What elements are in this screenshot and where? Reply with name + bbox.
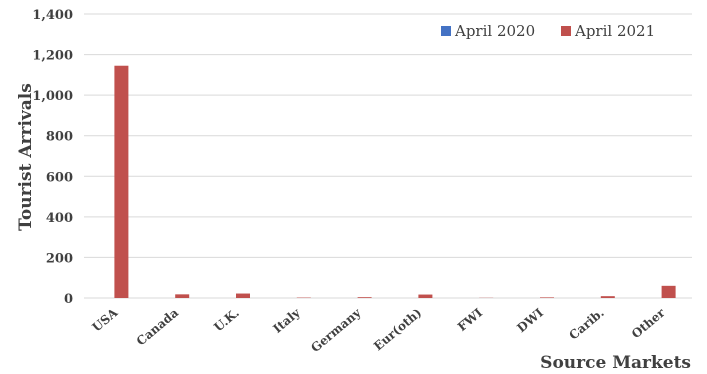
x-tick-label: Eur(oth) xyxy=(371,306,424,354)
y-tick-label: 200 xyxy=(46,251,73,266)
bar-april-2021 xyxy=(175,294,190,298)
bar-april-2021 xyxy=(357,297,372,298)
legend-swatch xyxy=(561,26,571,36)
x-tick-label: DWI xyxy=(514,305,546,335)
x-tick-label: USA xyxy=(90,305,121,334)
y-tick-label: 0 xyxy=(64,292,73,307)
legend-label: April 2020 xyxy=(454,22,535,40)
x-tick-label: Canada xyxy=(134,305,181,348)
x-tick-label: Other xyxy=(629,305,668,341)
x-tick-label: Italy xyxy=(270,305,303,336)
y-tick-label: 400 xyxy=(46,211,73,226)
x-tick-label: FWI xyxy=(455,305,485,334)
x-tick-label: Carib. xyxy=(566,306,606,343)
y-axis-title: Tourist Arrivals xyxy=(16,83,36,231)
legend-swatch xyxy=(441,26,451,36)
y-tick-label: 1,000 xyxy=(32,89,73,104)
x-tick-label: U.K. xyxy=(211,306,242,335)
category-labels: USA Canada U.K. Italy Germany Eur(oth) FWI DWI C… xyxy=(90,305,669,355)
bar-april-2021 xyxy=(236,293,250,298)
legend: April 2020 April 2021 xyxy=(441,22,655,40)
y-tick-label: 1,400 xyxy=(32,8,73,23)
bar-april-2021 xyxy=(661,285,676,298)
bar-april-2021 xyxy=(600,296,615,298)
gridlines xyxy=(84,13,692,258)
bar-april-2021 xyxy=(114,65,129,298)
bar-april-2021 xyxy=(540,297,554,298)
y-tick-label: 600 xyxy=(46,170,73,185)
y-tick-labels: 0 200 400 600 800 1,000 1,200 1,400 xyxy=(32,8,73,307)
bar-april-2021 xyxy=(418,294,433,298)
x-tick-label: Germany xyxy=(308,305,364,355)
x-axis-title: Source Markets xyxy=(540,353,691,373)
y-tick-label: 800 xyxy=(46,130,73,145)
y-tick-label: 1,200 xyxy=(32,49,73,64)
bars xyxy=(114,65,676,298)
legend-label: April 2021 xyxy=(574,22,655,40)
